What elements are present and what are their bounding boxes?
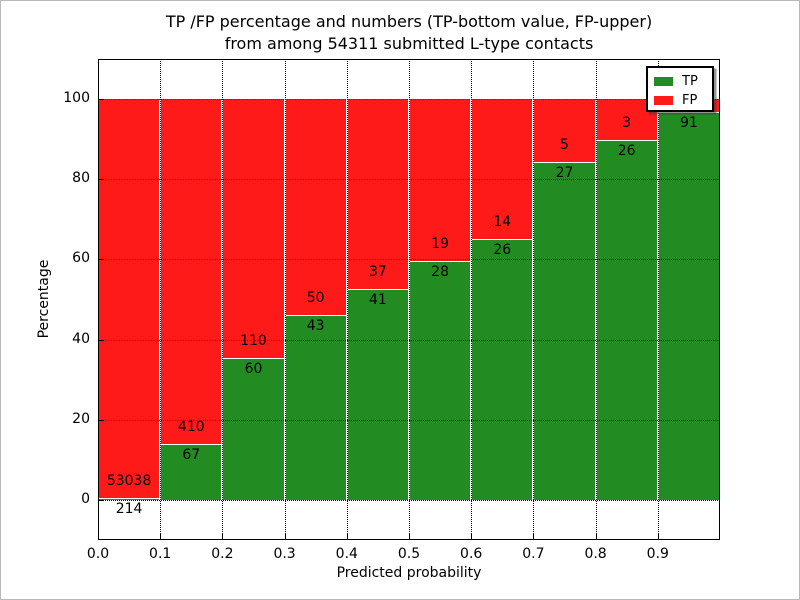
- x-tick-label: 0.6: [460, 546, 483, 562]
- x-tick-mark: [471, 534, 473, 540]
- y-tick-label: 80: [72, 170, 90, 187]
- x-tick-label: 0.9: [646, 546, 669, 562]
- x-axis-label: Predicted probability: [336, 565, 482, 581]
- tp-count-label: 26: [493, 242, 512, 259]
- fp-count-label: 3: [622, 115, 632, 132]
- y-tick-mark: [98, 259, 104, 261]
- x-tick-label: 0.1: [149, 546, 172, 562]
- fp-count-label: 50: [306, 289, 325, 306]
- tp-count-label: 60: [244, 361, 263, 378]
- tp-count-label: 43: [306, 317, 325, 334]
- fp-bar-segment: [98, 99, 161, 499]
- fp-count-label: 19: [431, 236, 449, 253]
- y-tick-mark: [98, 499, 104, 501]
- tp-bar-segment: [533, 161, 596, 500]
- x-gridline: [533, 59, 535, 540]
- x-tick-mark: [657, 534, 659, 540]
- fp-count-label: 5: [560, 136, 569, 153]
- legend: TP FP: [646, 66, 714, 112]
- fp-count-label: 110: [240, 333, 267, 350]
- x-gridline: [346, 59, 348, 540]
- tp-bar-segment: [222, 358, 285, 500]
- tp-legend-label: TP: [682, 73, 698, 89]
- x-tick-label: 0.0: [86, 546, 110, 562]
- x-tick-mark: [346, 534, 348, 540]
- chart-title-line-2: from among 54311 submitted L-type contac…: [224, 34, 594, 53]
- tp-bar-segment: [346, 289, 409, 500]
- tp-count-label: 91: [679, 114, 698, 131]
- fp-legend-swatch: [654, 95, 673, 105]
- tp-count-label: 28: [431, 264, 449, 281]
- chart-title-line-1: TP /FP percentage and numbers (TP-bottom…: [165, 12, 653, 31]
- x-tick-mark: [160, 534, 162, 540]
- y-tick-mark: [98, 419, 104, 421]
- fp-bar-segment: [160, 99, 223, 444]
- legend-entry-tp: TP: [654, 73, 706, 89]
- x-tick-label: 0.5: [397, 546, 421, 562]
- tp-legend-swatch: [654, 76, 673, 86]
- x-gridline: [657, 59, 659, 540]
- x-gridline: [222, 59, 224, 540]
- y-tick-label: 60: [72, 250, 90, 267]
- x-tick-mark: [98, 534, 99, 540]
- y-tick-mark: [98, 179, 104, 181]
- tp-count-label: 67: [182, 446, 201, 463]
- y-tick-label: 20: [72, 410, 90, 427]
- tp-count-label: 27: [555, 164, 574, 181]
- tp-bar-segment: [657, 111, 720, 500]
- y-tick-mark: [98, 99, 104, 101]
- fp-count-label: 14: [493, 214, 512, 231]
- x-gridline: [160, 59, 162, 540]
- x-tick-label: 0.2: [211, 546, 234, 562]
- x-gridline: [409, 59, 410, 540]
- tp-count-label: 214: [115, 501, 143, 518]
- x-tick-mark: [222, 534, 224, 540]
- x-tick-label: 0.3: [273, 546, 296, 562]
- fp-bar-segment: [284, 99, 347, 315]
- x-tick-mark: [533, 534, 535, 540]
- y-tick-mark: [98, 339, 104, 341]
- x-gridline: [284, 59, 286, 540]
- fp-count-label: 37: [368, 264, 387, 281]
- x-tick-mark: [595, 534, 597, 540]
- tp-bar-segment: [284, 314, 347, 500]
- fp-bar-segment: [346, 99, 409, 290]
- tp-count-label: 26: [617, 143, 636, 160]
- tp-bar-segment: [471, 239, 534, 500]
- x-gridline: [471, 59, 473, 540]
- x-tick-mark: [409, 534, 410, 540]
- fp-bar-segment: [222, 99, 285, 359]
- x-tick-label: 0.8: [584, 546, 607, 562]
- tp-count-label: 41: [368, 292, 387, 309]
- legend-entry-fp: FP: [654, 92, 706, 108]
- y-tick-label: 40: [72, 330, 90, 347]
- x-tick-label: 0.7: [522, 546, 545, 562]
- x-tick-label: 0.4: [335, 546, 358, 562]
- fp-count-label: 410: [177, 418, 205, 435]
- fp-legend-label: FP: [682, 92, 698, 108]
- x-tick-mark: [284, 534, 286, 540]
- y-tick-label: 100: [63, 90, 90, 107]
- y-tick-label: 0: [81, 490, 90, 507]
- tp-bar-segment: [160, 443, 223, 500]
- x-gridline: [595, 59, 597, 540]
- tp-bar-segment: [595, 140, 658, 500]
- tp-bar-segment: [409, 261, 472, 500]
- fp-count-label: 53038: [106, 473, 152, 490]
